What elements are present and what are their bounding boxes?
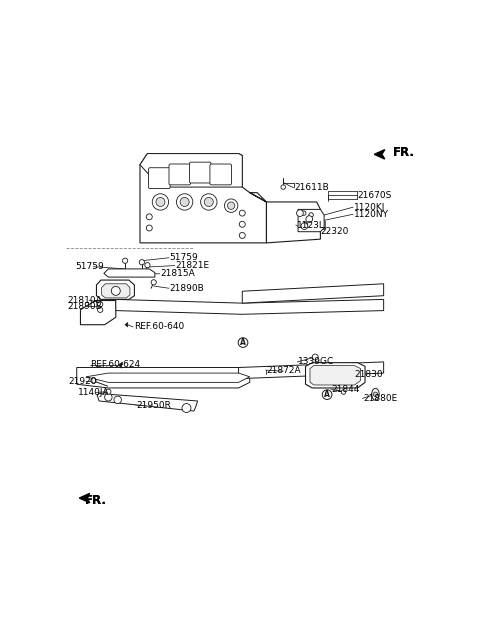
Circle shape: [152, 194, 168, 210]
Polygon shape: [374, 150, 385, 159]
Circle shape: [225, 199, 238, 212]
Polygon shape: [116, 300, 384, 314]
Circle shape: [303, 222, 308, 226]
Circle shape: [122, 258, 128, 264]
Circle shape: [156, 197, 165, 206]
Circle shape: [106, 389, 111, 394]
Text: 21890B: 21890B: [170, 284, 204, 293]
Text: 21872A: 21872A: [266, 366, 301, 375]
Text: 21670S: 21670S: [358, 191, 392, 200]
Text: 21810A: 21810A: [67, 296, 102, 305]
Text: 51759: 51759: [170, 253, 199, 262]
Polygon shape: [97, 394, 198, 411]
Polygon shape: [239, 362, 384, 379]
Text: 1120NY: 1120NY: [354, 210, 389, 219]
Text: 21950R: 21950R: [136, 401, 171, 410]
Circle shape: [97, 307, 103, 312]
Polygon shape: [298, 210, 324, 231]
Circle shape: [240, 233, 245, 239]
Text: 1120KJ: 1120KJ: [354, 203, 385, 212]
Circle shape: [306, 215, 312, 222]
Circle shape: [145, 262, 150, 267]
Circle shape: [281, 185, 286, 189]
Text: FR.: FR.: [393, 145, 415, 159]
Circle shape: [341, 390, 346, 394]
Text: 21821E: 21821E: [175, 261, 209, 270]
Text: 21830: 21830: [354, 370, 383, 379]
Circle shape: [91, 378, 96, 383]
Circle shape: [97, 302, 103, 307]
Polygon shape: [140, 154, 266, 243]
Circle shape: [240, 221, 245, 227]
Text: 51759: 51759: [76, 262, 104, 271]
Text: 21611B: 21611B: [294, 183, 329, 192]
FancyBboxPatch shape: [210, 164, 231, 185]
Circle shape: [114, 396, 121, 404]
Text: A: A: [240, 338, 246, 347]
Polygon shape: [310, 366, 360, 385]
Text: 1123LJ: 1123LJ: [297, 221, 327, 230]
Polygon shape: [102, 284, 130, 298]
Circle shape: [238, 338, 248, 347]
Text: 21890B: 21890B: [67, 302, 102, 311]
Text: FR.: FR.: [85, 494, 108, 507]
Text: 1339GC: 1339GC: [298, 358, 335, 367]
Circle shape: [151, 280, 156, 285]
Circle shape: [301, 222, 308, 230]
Polygon shape: [81, 300, 116, 325]
Circle shape: [139, 260, 144, 265]
FancyBboxPatch shape: [148, 168, 170, 188]
Polygon shape: [96, 280, 134, 300]
Circle shape: [240, 210, 245, 216]
Polygon shape: [77, 368, 250, 388]
Polygon shape: [140, 154, 242, 187]
Circle shape: [301, 211, 306, 215]
Text: 21844: 21844: [332, 385, 360, 394]
Text: 21880E: 21880E: [363, 394, 397, 403]
Polygon shape: [242, 284, 384, 303]
Polygon shape: [305, 363, 365, 388]
Text: 21815A: 21815A: [160, 269, 195, 278]
Circle shape: [309, 213, 313, 217]
Text: A: A: [324, 390, 330, 399]
Circle shape: [201, 194, 217, 210]
Text: REF.60-624: REF.60-624: [91, 360, 141, 369]
Circle shape: [182, 404, 191, 413]
Polygon shape: [79, 493, 90, 503]
Text: 21920: 21920: [68, 377, 96, 386]
FancyBboxPatch shape: [169, 164, 191, 185]
Polygon shape: [119, 362, 122, 368]
Circle shape: [322, 390, 332, 399]
Polygon shape: [125, 323, 128, 327]
Circle shape: [146, 214, 152, 220]
Polygon shape: [86, 373, 250, 383]
Circle shape: [180, 197, 189, 206]
Circle shape: [373, 392, 378, 397]
Circle shape: [228, 202, 235, 210]
Circle shape: [204, 197, 213, 206]
Circle shape: [312, 354, 318, 360]
Text: REF.60-640: REF.60-640: [133, 322, 184, 331]
Polygon shape: [250, 193, 321, 243]
Text: FR.: FR.: [393, 145, 415, 159]
Circle shape: [297, 210, 303, 217]
FancyBboxPatch shape: [190, 162, 211, 183]
Text: FR.: FR.: [85, 494, 108, 507]
Circle shape: [177, 194, 193, 210]
Text: 22320: 22320: [321, 227, 349, 236]
Ellipse shape: [372, 388, 379, 400]
Text: 1140JA: 1140JA: [78, 388, 109, 397]
Polygon shape: [104, 269, 155, 277]
Circle shape: [146, 225, 152, 231]
Circle shape: [105, 394, 112, 401]
Circle shape: [111, 286, 120, 295]
